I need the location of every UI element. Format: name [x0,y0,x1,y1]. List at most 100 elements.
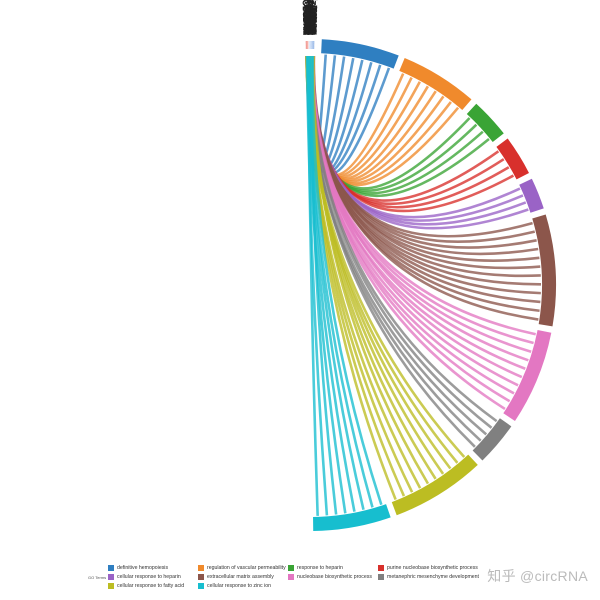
legend-label: definitive hemopoiesis [117,565,169,571]
gene-label: MT1E [307,11,317,35]
gene-label: OSR1 [307,10,317,35]
gene-label: PHLDB2 [307,0,317,35]
legend-label: response to heparin [297,565,343,571]
gene-label: WT1 [307,16,317,35]
legend-swatch [288,574,294,580]
chord-ribbon [310,55,338,515]
legend-swatch [108,583,114,589]
gene-label: OR51E2 [308,0,318,35]
gene-label: MT1G [308,10,318,35]
legend-title: GO Terms [88,575,107,580]
gene-label: GMPS [303,8,313,35]
legend-label: metanephric mesenchyme development [387,574,479,580]
gene-label: CDKN1C [303,0,313,36]
gene-label: VEGFA [302,5,312,35]
gene-label: CTPS2 [303,6,313,35]
legend-label: cellular response to heparin [117,574,181,580]
chord-ribbon [311,56,523,379]
gene-label: GART [304,10,314,35]
gene-label: FERMT2 [305,0,315,35]
gene-label: AKAP12 [304,1,314,35]
chord-diagram: C2CD4ACLDN1SHHDGAT2C2CD4BEGR1MYCAGTVEGFA… [301,0,556,531]
legend-label: regulation of vascular permeability [207,565,286,571]
term-arc [532,214,556,327]
gene-label: RGCC [305,8,315,35]
gene-label: AGT [302,16,312,35]
gene-label: ANGPT1 [305,0,315,35]
legend-swatch [108,574,114,580]
legend-swatch [198,574,204,580]
gene-label: AOC1 [306,10,316,35]
gene-label: HOXB3 [302,4,312,35]
gene-label: PID1 [305,15,315,35]
gene-label: MEIS1 [305,8,315,35]
legend-swatch [198,565,204,571]
gene-label: TFPI2 [303,10,313,35]
legend-item: regulation of vascular permeability [198,565,286,571]
legend-item: definitive hemopoiesis [108,565,168,571]
gene-label: GAS6 [305,11,315,35]
gene-label: HOXA9 [302,4,312,35]
gene-label: TEK [307,17,317,35]
gene-label: C2CD4A [301,0,312,35]
legend-label: cellular response to fatty acid [117,583,185,589]
gene-label: MT2A [306,11,316,35]
gene-label: GATA2 [307,7,317,35]
legend-swatch [108,565,114,571]
gene-label: TIE1 [307,16,317,35]
legend-item: nucleobase biosynthetic process [288,574,372,580]
term-arc [399,57,472,110]
chord-ribbon [306,55,319,516]
legend-item: extracellular matrix assembly [198,574,274,580]
gene-label: SLIT2 [306,11,316,35]
gene-label: LYL1 [306,15,316,35]
gene-label: MT1G [308,10,318,35]
gene-label: C2CD4B [301,0,312,35]
legend-swatch [378,574,384,580]
gene-label: DGAT2 [301,6,311,36]
gene-label: GPIHBP1 [309,0,320,35]
gene-label: SOX9 [302,11,312,35]
legend-label: purine nucleobase biosynthetic process [387,565,478,571]
gene-label: CLDN1 [301,5,312,35]
term-arc [503,330,552,422]
gene-label: HVCN1 [305,4,315,35]
term-arc [472,418,512,461]
gene-label: MT1H [308,10,318,35]
watermark: 知乎 @circRNA [487,568,588,584]
legend-swatch [288,565,294,571]
legend-label: cellular response to zinc ion [207,583,272,589]
gene-label: CCNB1 [302,4,312,35]
gene-label: KCNK3 [309,5,320,35]
legend-item: cellular response to heparin [108,574,181,580]
gene-label: CTPS1 [304,6,314,35]
gene-label: TCF21 [306,7,316,35]
gene-label: RAMP2 [305,4,315,35]
legend-item: metanephric mesenchyme development [378,574,479,580]
gene-label: CLDN5 [307,5,317,35]
gene-label: SMAD4 [304,4,314,35]
gene-label: LAMB2 [306,5,316,35]
gene-label: AKR1C2 [305,0,315,35]
legend-item: response to heparin [288,565,343,571]
term-arc [321,39,399,69]
gene-label: MYH11 [305,6,315,35]
term-arcs [313,39,556,531]
gene-label: BASP1 [305,6,315,35]
legend-item: cellular response to zinc ion [198,583,271,589]
gene-label: MT1X [306,11,316,35]
gene-label: SFRP1 [308,6,318,35]
gene-label: EGR1 [301,10,311,35]
legend-item: purine nucleobase biosynthetic process [378,565,478,571]
gene-label: SHH [301,16,311,35]
legend-swatch [198,583,204,589]
gene-label: TGFB1 [304,6,314,35]
term-arc [391,454,478,516]
chord-ribbons [304,54,542,516]
term-arc [466,103,504,143]
gene-label: CDH5 [308,10,318,35]
gene-label: PPAT [303,13,313,36]
gene-label: TNXB [308,11,318,35]
gene-label: MTIF [306,13,316,35]
gene-label: NNMT [303,9,313,36]
